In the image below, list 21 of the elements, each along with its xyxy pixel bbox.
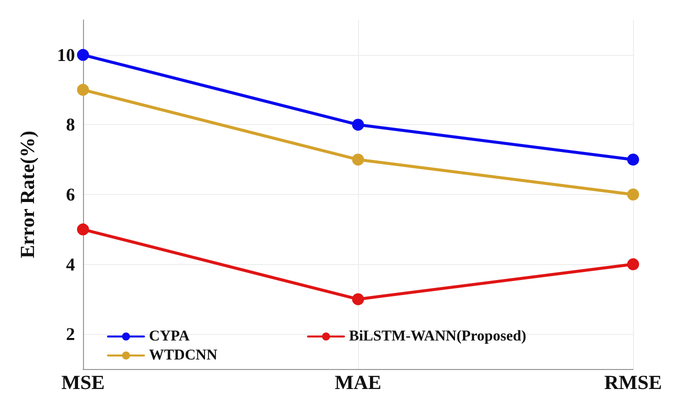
- legend-label: CYPA: [149, 328, 190, 344]
- y-tick-label: 2: [66, 324, 75, 344]
- y-axis-title: Error Rate(%): [17, 130, 39, 258]
- y-tick-label: 10: [57, 44, 75, 65]
- x-tick-label: MSE: [61, 372, 105, 394]
- point: [77, 223, 89, 236]
- legend-label: WTDCNN: [149, 348, 218, 364]
- y-tick-label: 6: [66, 184, 75, 204]
- x-tick-label: MAE: [334, 372, 382, 394]
- point: [77, 48, 89, 61]
- point: [352, 118, 364, 131]
- y-tick-label: 4: [66, 254, 75, 274]
- point: [627, 258, 640, 270]
- point: [627, 154, 640, 166]
- x-tick-label: RMSE: [604, 372, 662, 394]
- point: [352, 154, 364, 166]
- point: [77, 84, 89, 96]
- point: [627, 188, 640, 200]
- y-tick-label: 8: [66, 114, 75, 135]
- point: [352, 293, 364, 306]
- legend-label: BiLSTM-WANN(Proposed): [349, 328, 526, 344]
